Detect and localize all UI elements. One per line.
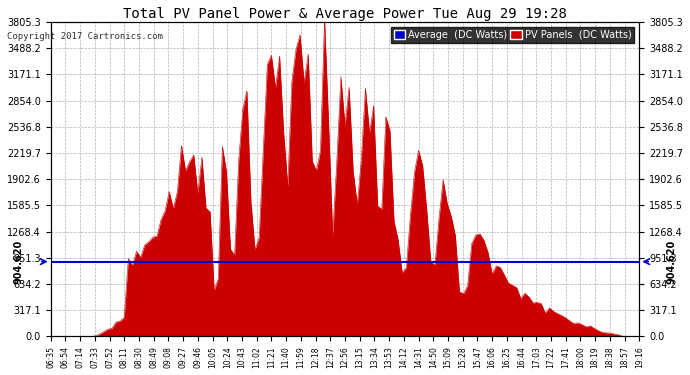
Legend: Average  (DC Watts), PV Panels  (DC Watts): Average (DC Watts), PV Panels (DC Watts): [391, 27, 635, 43]
Text: 904.620: 904.620: [667, 240, 677, 284]
Text: 904.620: 904.620: [13, 240, 23, 284]
Title: Total PV Panel Power & Average Power Tue Aug 29 19:28: Total PV Panel Power & Average Power Tue…: [123, 7, 567, 21]
Text: Copyright 2017 Cartronics.com: Copyright 2017 Cartronics.com: [7, 32, 163, 41]
